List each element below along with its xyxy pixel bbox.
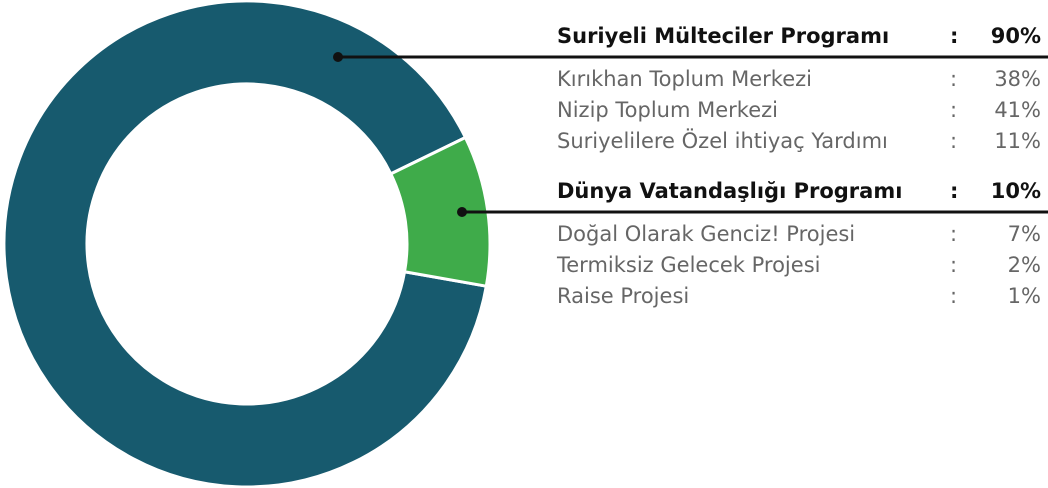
leader-dot xyxy=(333,52,343,62)
separator: : xyxy=(950,284,957,308)
separator: : xyxy=(950,67,957,91)
group-name: Suriyeli Mülteciler Programı xyxy=(557,24,889,48)
separator: : xyxy=(950,98,957,122)
separator: : xyxy=(950,24,958,48)
item-value: 41% xyxy=(994,98,1041,122)
item-value: 38% xyxy=(994,67,1041,91)
pie-slice xyxy=(388,135,492,288)
separator: : xyxy=(950,129,957,153)
item-value: 7% xyxy=(1008,222,1041,246)
separator: : xyxy=(950,222,957,246)
item-name: Doğal Olarak Genciz! Projesi xyxy=(557,222,855,246)
item-value: 11% xyxy=(994,129,1041,153)
item-name: Kırıkhan Toplum Merkezi xyxy=(557,67,812,91)
item-name: Termiksiz Gelecek Projesi xyxy=(556,253,820,277)
group-name: Dünya Vatandaşlığı Programı xyxy=(557,179,902,203)
item-name: Suriyelilere Özel ihtiyaç Yardımı xyxy=(557,128,888,153)
separator: : xyxy=(950,179,958,203)
leader-dot xyxy=(457,207,467,217)
item-value: 1% xyxy=(1008,284,1041,308)
item-value: 2% xyxy=(1008,253,1041,277)
group-value: 10% xyxy=(991,179,1041,203)
item-name: Nizip Toplum Merkezi xyxy=(557,98,778,122)
separator: : xyxy=(950,253,957,277)
group-value: 90% xyxy=(991,24,1041,48)
item-name: Raise Projesi xyxy=(557,284,689,308)
